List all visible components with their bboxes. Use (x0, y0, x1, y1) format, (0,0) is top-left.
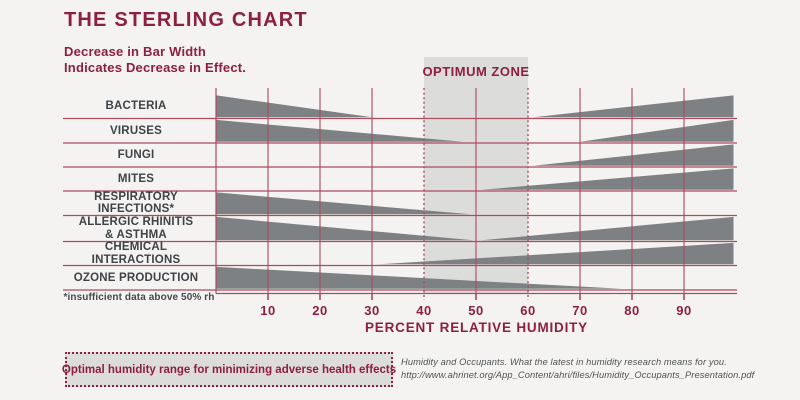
row-label-viruses: VIRUSES (110, 124, 162, 137)
effect-wedge-chemical-interactions (377, 242, 734, 265)
row-label-allergic-rhinitis-asthma: ALLERGIC RHINITIS & ASTHMA (78, 216, 194, 241)
chart-footnote: *insufficient data above 50% rh (63, 292, 215, 303)
x-axis-title: PERCENT RELATIVE HUMIDITY (365, 320, 588, 335)
effect-wedge-bacteria (533, 95, 734, 118)
effect-wedge-fungi (533, 144, 734, 166)
effect-wedge-viruses (216, 119, 463, 142)
effect-wedge-allergic-rhinitis (481, 216, 734, 241)
row-label-mites: MITES (117, 172, 155, 185)
row-label-respiratory-infections: RESPIRATORY INFECTIONS* (94, 190, 178, 216)
row-label-chemical-interactions: CHEMICAL INTERACTIONS (91, 241, 181, 266)
tick-label: 10 (260, 303, 275, 318)
tick-label: 90 (676, 303, 691, 318)
optimum-zone-legend: Optimal humidity range for minimizing ad… (61, 352, 397, 387)
effect-wedge-viruses (580, 119, 734, 142)
tick-label: 20 (312, 303, 327, 318)
effect-wedge-ozone-production (216, 266, 622, 289)
legend-label: Optimal humidity range for minimizing ad… (61, 363, 397, 376)
citation-title: Humidity and Occupants. What the latest … (401, 357, 727, 367)
sterling-chart: OPTIMUM ZONE 10 20 30 40 50 60 70 80 90 PERCENT RE… (63, 57, 737, 335)
citation-url: http://www.ahrinet.org/App_Content/ahri/… (401, 369, 755, 380)
tick-label: 70 (572, 303, 587, 318)
optimum-zone-label: OPTIMUM ZONE (422, 64, 529, 79)
tick-label: 80 (624, 303, 639, 318)
effect-wedge-bacteria (216, 95, 372, 118)
row-label-bacteria: BACTERIA (105, 100, 167, 112)
subtitle-line-2: Indicates Decrease in Effect. (64, 60, 247, 75)
tick-label: 60 (520, 303, 535, 318)
row-label-ozone-production: OZONE PRODUCTION (73, 271, 199, 284)
tick-label: 50 (468, 303, 483, 318)
effect-wedge-mites (481, 168, 734, 190)
chart-subtitle: Decrease in Bar Width Indicates Decrease… (64, 44, 246, 76)
tick-label: 30 (364, 303, 379, 318)
page-title: THE STERLING CHART (64, 9, 308, 31)
source-citation: Humidity and Occupants. What the latest … (401, 356, 791, 381)
tick-label: 40 (416, 303, 431, 318)
effect-wedge-allergic-rhinitis (216, 216, 474, 241)
subtitle-line-1: Decrease in Bar Width (64, 44, 207, 59)
effect-wedge-respiratory-infections (216, 192, 471, 215)
row-label-fungi: FUNGI (117, 148, 155, 161)
